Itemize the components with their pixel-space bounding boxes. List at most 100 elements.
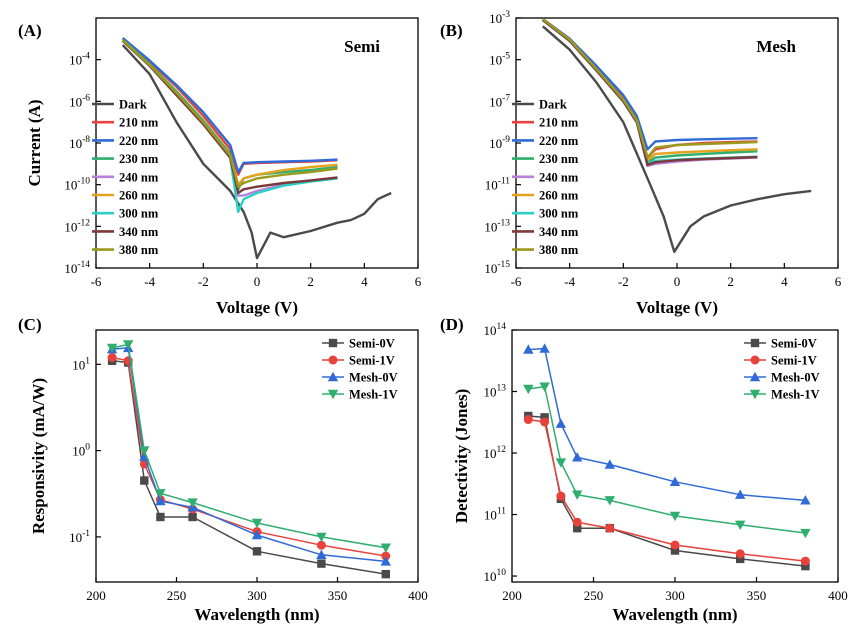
y-axis-label: Detectivity (Jones) [452, 389, 471, 524]
legend-label: 220 nm [539, 134, 579, 148]
x-tick-label: 300 [247, 588, 267, 603]
x-tick-label: 6 [835, 274, 842, 289]
x-tick-label: -6 [91, 274, 102, 289]
legend-marker [327, 371, 339, 382]
legend-label: 240 nm [119, 170, 159, 184]
data-point [800, 495, 811, 505]
data-point [540, 413, 549, 422]
legend-marker [750, 338, 760, 348]
x-tick-label: 250 [167, 588, 187, 603]
x-tick-label: 350 [328, 588, 348, 603]
legend-label: 240 nm [539, 170, 579, 184]
legend-marker [749, 371, 761, 382]
panel-label: (D) [440, 315, 464, 334]
y-tick-label: 10-12 [64, 218, 90, 234]
data-point [523, 384, 534, 395]
x-tick-label: 4 [781, 274, 788, 289]
data-point [188, 512, 197, 522]
y-tick-label: 10-4 [69, 52, 90, 68]
legend-label: Mesh-0V [771, 371, 820, 385]
data-point [539, 382, 550, 392]
y-tick-label: 10-8 [69, 135, 90, 151]
data-point [800, 528, 811, 539]
legend-label: Semi-0V [349, 337, 395, 351]
legend-label: 210 nm [539, 116, 579, 130]
legend-marker [328, 338, 338, 348]
panel-label: (B) [440, 21, 463, 40]
y-tick-label: 1010 [484, 568, 507, 584]
legend-label: 340 nm [119, 225, 159, 239]
legend-label: Semi-0V [771, 337, 817, 351]
x-tick-label: -4 [144, 274, 155, 289]
y-tick-label: 10-15 [484, 260, 510, 276]
series-line-380-nm [542, 18, 758, 159]
data-point [605, 523, 615, 533]
x-tick-label: 2 [727, 274, 734, 289]
data-point [555, 458, 567, 468]
series-line-mesh-1v [111, 343, 386, 549]
y-tick-label: 1012 [484, 445, 507, 461]
data-point [380, 556, 391, 566]
y-tick-label: 10-7 [489, 93, 510, 109]
data-point [735, 549, 745, 559]
data-point [380, 543, 391, 553]
legend: Dark 210 nm 220 nm 230 nm 240 nm 260 nm 300 nm… [92, 98, 159, 257]
data-point [187, 498, 198, 508]
data-point [572, 490, 583, 500]
y-tick-label: 10-3 [489, 10, 510, 26]
y-tick-label: 10-9 [489, 135, 510, 151]
data-point [555, 418, 567, 428]
x-tick-label: 6 [415, 274, 422, 289]
data-point [316, 540, 326, 550]
data-point [604, 496, 615, 506]
x-tick-label: 350 [747, 588, 767, 603]
data-point [123, 340, 134, 350]
y-tick-label: 10-5 [489, 52, 510, 68]
legend-label: 300 nm [539, 207, 579, 221]
x-tick-label: 200 [86, 588, 106, 603]
data-point [139, 446, 150, 456]
data-point [539, 343, 550, 353]
data-point [107, 353, 117, 363]
y-tick-label: 1014 [484, 322, 507, 338]
legend-label: 220 nm [119, 134, 159, 148]
data-point [801, 561, 810, 571]
y-tick-label: 10-13 [484, 218, 510, 234]
data-point [540, 417, 550, 427]
x-axis-label: Voltage (V) [636, 298, 718, 317]
data-point [316, 549, 327, 559]
plot-area [106, 340, 391, 579]
corner-label: Semi [344, 37, 380, 56]
y-tick-label: 10-14 [64, 260, 90, 276]
data-point [735, 520, 746, 531]
series-line-dark [121, 44, 392, 260]
legend-label: Mesh-1V [349, 388, 398, 402]
series-line-mesh-0v [528, 347, 806, 502]
x-tick-label: 0 [674, 274, 681, 289]
x-tick-label: 200 [502, 588, 522, 603]
legend-label: Dark [119, 98, 147, 112]
panel-4: 200 250 300 350 400 1010 1011 1012 1013 1014 Wavel… [440, 315, 848, 624]
x-axis-label: Voltage (V) [216, 298, 298, 317]
panel-label: (C) [18, 315, 42, 334]
legend-marker [327, 389, 339, 400]
series-line-semi-1v [528, 418, 806, 562]
data-point [670, 546, 680, 555]
data-point [381, 569, 390, 579]
y-tick-label: 10-1 [69, 529, 90, 545]
panel-3: 200 250 300 350 400 10-1 100 101 Wavelength (nm)… [18, 315, 428, 624]
x-tick-label: 300 [665, 588, 685, 603]
data-point [735, 489, 746, 499]
data-point [669, 476, 681, 487]
y-tick-label: 10-6 [69, 93, 90, 109]
data-point [800, 556, 810, 566]
y-tick-label: 1013 [484, 384, 507, 400]
data-point [573, 523, 582, 533]
series-line-220-nm [542, 18, 758, 151]
legend: Dark 210 nm 220 nm 230 nm 240 nm 260 nm 300 nm… [512, 98, 579, 257]
data-point [155, 489, 166, 499]
x-tick-label: -4 [564, 274, 575, 289]
y-tick-label: 10-11 [485, 177, 511, 193]
data-point [556, 491, 566, 501]
